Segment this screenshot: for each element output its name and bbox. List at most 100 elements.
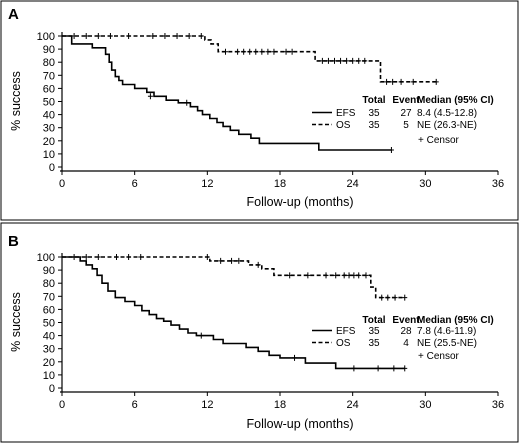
censor-mark	[83, 254, 89, 260]
censor-mark	[126, 254, 132, 260]
censor-mark	[388, 146, 394, 153]
y-tick-label: 10	[43, 149, 55, 161]
x-tick-label: 18	[274, 178, 286, 190]
censor-mark	[398, 78, 404, 85]
x-tick-label: 36	[492, 399, 504, 411]
panel-frame	[0, 222, 519, 443]
y-tick-label: 60	[43, 304, 55, 316]
y-tick-label: 20	[43, 357, 55, 369]
censor-mark	[253, 48, 259, 55]
censor-mark	[323, 272, 329, 279]
censor-mark	[287, 272, 293, 279]
censor-mark	[95, 254, 101, 260]
censor-mark	[392, 294, 398, 301]
censor-mark	[229, 257, 235, 264]
legend-series-name: EFS	[336, 108, 356, 119]
censor-mark	[332, 57, 337, 64]
y-tick-label: 80	[43, 278, 55, 290]
censor-mark	[338, 57, 344, 64]
censor-mark	[402, 365, 408, 372]
legend-header-total: Total	[362, 95, 385, 106]
censor-mark	[433, 78, 439, 85]
y-tick-label: 40	[43, 331, 55, 343]
y-tick-label: 30	[43, 123, 55, 135]
censor-mark	[150, 33, 156, 39]
censor-mark	[385, 294, 391, 301]
x-tick-label: 12	[201, 399, 213, 411]
y-tick-label: 60	[43, 83, 55, 95]
x-tick-label: 30	[419, 178, 431, 190]
censor-mark	[292, 354, 298, 361]
censor-mark	[362, 57, 368, 64]
legend-series-name: OS	[336, 120, 351, 131]
censor-mark	[265, 48, 271, 55]
censor-mark	[223, 48, 228, 55]
censor-mark	[402, 294, 408, 301]
legend-event-value: 5	[403, 120, 409, 131]
censor-mark	[341, 272, 347, 279]
legend-median-value: 7.8 (4.6-11.9)	[417, 326, 476, 337]
y-tick-label: 50	[43, 318, 55, 330]
censor-mark	[259, 48, 265, 55]
legend-total-value: 35	[368, 120, 380, 131]
x-tick-label: 6	[132, 399, 138, 411]
y-tick-label: 0	[49, 162, 55, 174]
legend-censor-label: + Censor	[418, 135, 460, 146]
censor-mark	[83, 33, 89, 39]
legend-median-value: NE (26.3-NE)	[417, 120, 477, 131]
censor-mark	[95, 33, 101, 39]
censor-mark	[351, 365, 357, 372]
censor-mark	[379, 294, 385, 301]
y-tick-label: 10	[43, 370, 55, 382]
censor-mark	[344, 57, 350, 64]
x-axis-title: Follow-up (months)	[247, 195, 354, 209]
censor-mark	[356, 272, 362, 279]
censor-mark	[325, 57, 331, 64]
panel-letter: A	[8, 6, 19, 23]
legend-header-event: Event	[392, 315, 420, 326]
censor-mark	[147, 93, 153, 100]
censor-mark	[356, 57, 362, 64]
censor-mark	[319, 57, 325, 64]
y-tick-label: 70	[43, 70, 55, 82]
censor-mark	[198, 332, 204, 339]
y-axis-title: % success	[9, 71, 23, 131]
censor-mark	[384, 78, 390, 85]
legend-total-value: 35	[368, 326, 380, 337]
y-tick-label: 100	[37, 252, 55, 264]
censor-mark	[363, 272, 369, 279]
censor-mark	[184, 99, 190, 106]
x-axis-title: Follow-up (months)	[247, 417, 354, 431]
legend-event-value: 28	[400, 326, 412, 337]
censor-mark	[126, 33, 132, 39]
censor-mark	[350, 57, 356, 64]
y-tick-label: 80	[43, 57, 55, 69]
y-tick-label: 90	[43, 265, 55, 277]
censor-mark	[390, 78, 396, 85]
censor-mark	[241, 48, 247, 55]
panel-frame	[0, 0, 519, 221]
series-os-line	[62, 35, 437, 83]
x-tick-label: 0	[59, 399, 65, 411]
censor-mark	[346, 272, 352, 279]
legend-median-value: NE (25.5-NE)	[417, 338, 477, 349]
censor-mark	[107, 33, 113, 39]
legend-event-value: 27	[400, 108, 412, 119]
series-efs-line	[62, 256, 405, 370]
x-tick-label: 24	[347, 399, 359, 411]
censor-mark	[391, 365, 397, 372]
censor-mark	[333, 272, 339, 279]
censor-mark	[198, 33, 204, 39]
x-tick-label: 30	[419, 399, 431, 411]
y-tick-label: 90	[43, 44, 55, 56]
y-tick-label: 100	[37, 31, 55, 43]
y-axis-title: % success	[9, 292, 23, 352]
censor-mark	[271, 48, 277, 55]
y-tick-label: 70	[43, 291, 55, 303]
x-tick-label: 36	[492, 178, 504, 190]
legend-median-value: 8.4 (4.5-12.8)	[417, 108, 477, 119]
legend-series-name: EFS	[336, 326, 356, 337]
